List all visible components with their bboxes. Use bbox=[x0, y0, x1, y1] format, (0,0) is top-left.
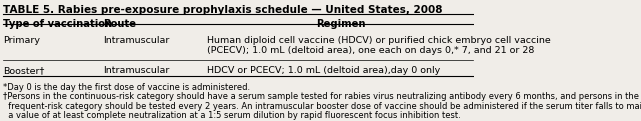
Text: HDCV or PCECV; 1.0 mL (deltoid area),day 0 only: HDCV or PCECV; 1.0 mL (deltoid area),day… bbox=[207, 66, 440, 75]
Text: a value of at least complete neutralization at a 1:5 serum dilution by rapid flu: a value of at least complete neutralizat… bbox=[3, 111, 460, 120]
Text: †Persons in the continuous-risk category should have a serum sample tested for r: †Persons in the continuous-risk category… bbox=[3, 92, 639, 101]
Text: frequent-risk category should be tested every 2 years. An intramuscular booster : frequent-risk category should be tested … bbox=[3, 102, 641, 111]
Text: Intramuscular: Intramuscular bbox=[103, 36, 169, 45]
Text: Regimen: Regimen bbox=[316, 19, 366, 29]
Text: *Day 0 is the day the first dose of vaccine is administered.: *Day 0 is the day the first dose of vacc… bbox=[3, 83, 250, 92]
Text: Type of vaccination: Type of vaccination bbox=[3, 19, 112, 29]
Text: Human diploid cell vaccine (HDCV) or purified chick embryo cell vaccine
(PCECV);: Human diploid cell vaccine (HDCV) or pur… bbox=[207, 36, 551, 55]
Text: Intramuscular: Intramuscular bbox=[103, 66, 169, 75]
Text: Booster†: Booster† bbox=[3, 66, 44, 75]
Text: TABLE 5. Rabies pre-exposure prophylaxis schedule — United States, 2008: TABLE 5. Rabies pre-exposure prophylaxis… bbox=[3, 4, 442, 15]
Text: Route: Route bbox=[103, 19, 136, 29]
Text: Primary: Primary bbox=[3, 36, 40, 45]
